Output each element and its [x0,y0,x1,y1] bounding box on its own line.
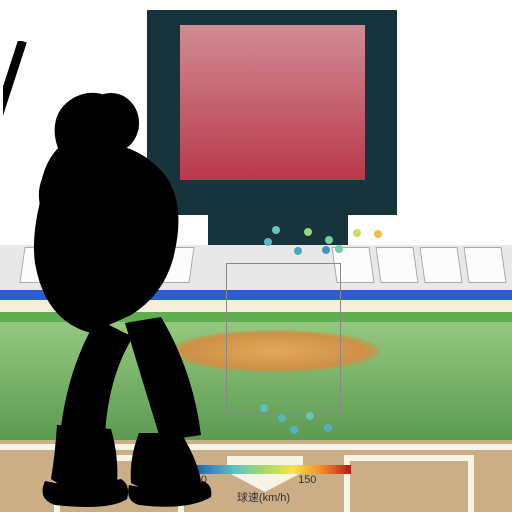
pitch-point [290,426,298,434]
pitch-point [278,414,286,422]
stand-panel [463,247,506,283]
pitch-point [264,238,272,246]
batter-silhouette [3,41,243,509]
pitch-point [335,245,343,253]
pitch-point [304,228,312,236]
strike-zone [226,263,341,415]
pitch-point [294,247,302,255]
box-line [468,455,474,512]
pitch-point [325,236,333,244]
stand-panel [419,247,462,283]
pitch-point [322,246,330,254]
pitch-location-chart: 100150 球速(km/h) [0,0,512,512]
pitch-point [272,226,280,234]
stand-panel [375,247,418,283]
box-line [344,455,474,461]
pitch-point [324,424,332,432]
pitch-point [306,412,314,420]
legend-tick: 150 [298,474,316,486]
pitch-point [260,404,268,412]
pitch-point [353,229,361,237]
pitch-point [374,230,382,238]
